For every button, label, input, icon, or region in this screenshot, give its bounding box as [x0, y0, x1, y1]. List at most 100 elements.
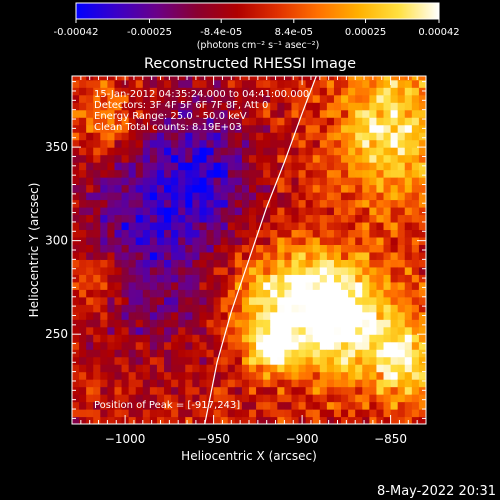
heatmap-cell — [220, 266, 229, 275]
heatmap-cell — [249, 334, 257, 343]
heatmap-cell — [185, 416, 193, 424]
heatmap-cell — [298, 304, 307, 313]
heatmap-cell — [107, 401, 116, 410]
heatmap-cell — [333, 132, 342, 141]
heatmap-cell — [114, 102, 123, 111]
heatmap-cell — [149, 162, 158, 171]
heatmap-cell — [319, 379, 328, 388]
heatmap-cell — [149, 409, 158, 418]
heatmap-cell — [149, 326, 158, 335]
heatmap-cell — [263, 371, 271, 380]
heatmap-cell — [171, 124, 179, 133]
heatmap-cell — [341, 319, 349, 328]
heatmap-cell — [100, 266, 108, 275]
heatmap-cell — [199, 94, 208, 103]
heatmap-cell — [362, 124, 370, 133]
heatmap-cell — [149, 244, 158, 253]
heatmap-cell — [192, 229, 201, 238]
heatmap-cell — [348, 229, 356, 238]
heatmap-cell — [171, 409, 179, 418]
heatmap-cell — [100, 221, 108, 231]
heatmap-cell — [418, 326, 426, 335]
heatmap-cell — [319, 394, 328, 403]
heatmap-cell — [270, 364, 278, 373]
heatmap-cell — [397, 416, 406, 424]
heatmap-cell — [312, 394, 321, 403]
heatmap-cell — [277, 409, 285, 418]
heatmap-cell — [383, 184, 392, 193]
heatmap-cell — [376, 147, 385, 156]
heatmap-cell — [326, 79, 335, 88]
heatmap-cell — [312, 251, 321, 260]
heatmap-cell — [171, 259, 179, 268]
heatmap-cell — [72, 251, 80, 260]
heatmap-cell — [305, 311, 314, 320]
heatmap-cell — [178, 416, 186, 424]
heatmap-cell — [192, 169, 201, 178]
heatmap-cell — [383, 296, 392, 305]
heatmap-cell — [86, 236, 94, 245]
heatmap-cell — [107, 109, 116, 118]
heatmap-cell — [390, 371, 399, 380]
heatmap-cell — [390, 394, 399, 403]
heatmap-cell — [121, 394, 130, 403]
heatmap-cell — [355, 266, 363, 275]
heatmap-cell — [291, 236, 300, 245]
heatmap-cell — [100, 87, 108, 96]
heatmap-cell — [178, 199, 186, 208]
heatmap-cell — [263, 274, 271, 283]
heatmap-cell — [199, 296, 208, 305]
heatmap-cell — [178, 266, 186, 275]
heatmap-cell — [185, 169, 193, 178]
heatmap-cell — [234, 199, 243, 208]
heatmap-cell — [418, 401, 426, 410]
heatmap-cell — [418, 192, 426, 201]
heatmap-cell — [369, 102, 378, 111]
heatmap-cell — [100, 394, 108, 403]
heatmap-cell — [291, 334, 300, 343]
heatmap-cell — [213, 251, 222, 260]
heatmap-cell — [397, 379, 406, 388]
heatmap-cell — [135, 199, 144, 208]
heatmap-cell — [185, 139, 193, 148]
heatmap-cell — [164, 199, 172, 208]
heatmap-cell — [319, 87, 328, 96]
heatmap-cell — [213, 334, 222, 343]
heatmap-cell — [213, 214, 222, 223]
heatmap-cell — [79, 409, 87, 418]
heatmap-cell — [171, 386, 179, 395]
heatmap-cell — [369, 409, 378, 418]
heatmap-cell — [341, 79, 349, 88]
heatmap-cell — [319, 184, 328, 193]
heatmap-cell — [270, 124, 278, 133]
heatmap-cell — [206, 281, 215, 290]
heatmap-cell — [397, 132, 406, 141]
heatmap-cell — [376, 326, 385, 335]
heatmap-cell — [206, 401, 215, 410]
heatmap-cell — [128, 274, 137, 283]
heatmap-cell — [291, 87, 300, 96]
heatmap-cell — [383, 147, 392, 156]
heatmap-cell — [348, 184, 356, 193]
heatmap-cell — [164, 289, 172, 298]
heatmap-cell — [206, 139, 215, 148]
heatmap-cell — [178, 206, 186, 216]
heatmap-cell — [298, 132, 307, 141]
heatmap-cell — [185, 199, 193, 208]
heatmap-cell — [369, 184, 378, 193]
heatmap-cell — [341, 281, 349, 290]
heatmap-cell — [107, 416, 116, 424]
heatmap-cell — [355, 416, 363, 424]
heatmap-cell — [418, 169, 426, 178]
heatmap-cell — [199, 102, 208, 111]
heatmap-cell — [192, 364, 201, 373]
heatmap-cell — [149, 386, 158, 395]
heatmap-cell — [206, 162, 215, 171]
heatmap-cell — [277, 401, 285, 410]
heatmap-cell — [135, 281, 144, 290]
heatmap-cell — [206, 199, 215, 208]
heatmap-cell — [220, 259, 229, 268]
heatmap-cell — [79, 364, 87, 373]
heatmap-cell — [333, 154, 342, 163]
heatmap-cell — [199, 364, 208, 373]
